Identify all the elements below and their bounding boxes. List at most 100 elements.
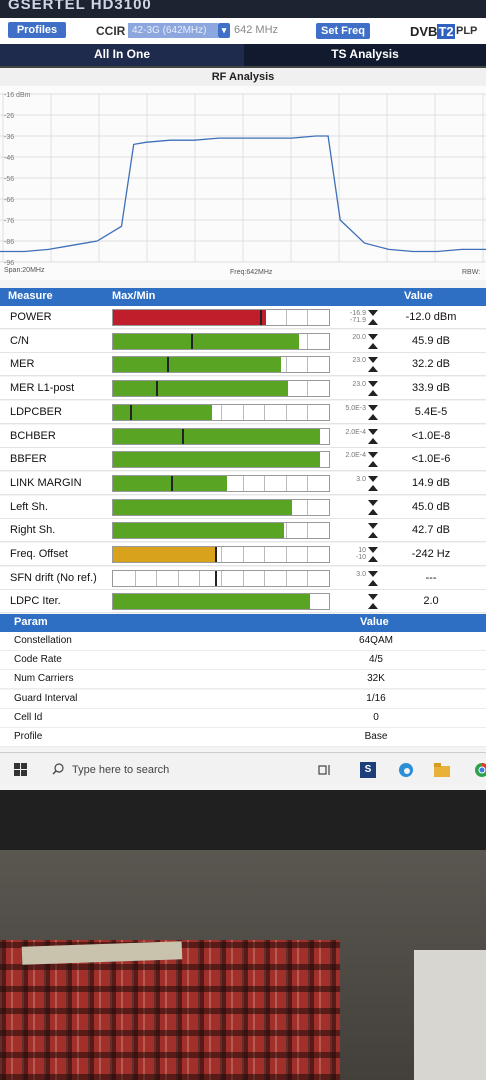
measure-threshold: 20.0 [352,333,366,341]
app-s-icon[interactable]: S [360,762,376,778]
threshold-arrows-icon[interactable] [368,499,378,515]
measure-row[interactable]: LDPCBER 5.0E-3 5.4E-5 [0,400,486,424]
measure-bar-fill [113,594,310,610]
param-col-header: Param [14,616,48,628]
measure-row[interactable]: LINK MARGIN 3.0 14.9 dB [0,471,486,495]
center-freq-label: Freq:642MHz [230,269,273,276]
device-header: GSERTEL HD3100 [0,0,486,18]
measure-bar-marker [190,333,193,349]
search-icon[interactable] [52,763,64,775]
maxmin-col-header: Max/Min [112,290,156,302]
measure-bar [112,332,330,350]
measure-bar-fill [113,428,321,444]
tab-all-in-one[interactable]: All In One [0,44,244,66]
spectrum-y-ticks: -16 dBm -26 -36 -46 -56 -66 -76 -86 -96 [4,92,31,267]
measure-row[interactable]: BCHBER 2.0E-4 <1.0E-8 [0,424,486,448]
threshold-arrows-icon[interactable] [368,523,378,539]
param-name: Num Carriers [14,673,74,685]
measure-row[interactable]: MER 23.0 32.2 dB [0,353,486,377]
measure-bar-marker [156,381,159,397]
measure-row[interactable]: BBFER 2.0E-4 <1.0E-6 [0,448,486,472]
windows-taskbar: Type here to search S [0,752,486,786]
measure-name: Right Sh. [10,524,56,537]
param-row: Guard Interval 1/16 [0,689,486,709]
measure-threshold: 23.0 [352,357,366,365]
measure-bar-marker [167,357,169,373]
measure-bar-marker [214,570,217,586]
measure-header: Measure Max/Min Value [0,288,486,306]
taskbar-search-input[interactable]: Type here to search [72,764,170,776]
measure-row[interactable]: SFN drift (No ref.) 3.0 --- [0,566,486,590]
threshold-arrows-icon[interactable] [368,357,378,373]
measure-bar [112,451,330,469]
spectrum-grid [0,93,486,263]
param-value: 1/16 [366,692,386,704]
threshold-arrows-icon[interactable] [368,310,378,325]
dvb-logo: DVBT2 [410,24,455,39]
threshold-arrows-icon[interactable] [368,475,378,491]
channel-select[interactable]: 42-3G (642MHz) [128,23,218,38]
task-view-icon[interactable] [318,764,332,776]
spectrum-panel[interactable]: -16 dBm -26 -36 -46 -56 -66 -76 -86 -96 Span:20M… [0,86,486,280]
measure-bar-marker [171,475,174,491]
dvb-label: DVB [410,24,438,39]
measure-row[interactable]: MER L1-post 23.0 33.9 dB [0,377,486,401]
measure-value: 45.0 dB [412,500,450,513]
threshold-arrows-icon[interactable] [368,547,378,562]
measure-bar [112,498,330,516]
measure-name: Left Sh. [10,500,48,513]
threshold-arrows-icon[interactable] [368,594,378,610]
chevron-down-icon[interactable]: ▾ [218,23,230,38]
measure-bar-fill [113,475,228,491]
threshold-arrows-icon[interactable] [368,333,378,349]
plp-label[interactable]: PLP [456,25,478,37]
threshold-arrows-icon[interactable] [368,452,378,468]
y-tick-label: -96 [4,260,14,267]
measure-row[interactable]: Right Sh. 42.7 dB [0,519,486,543]
file-explorer-icon[interactable] [434,763,450,777]
measure-bar-marker [182,428,185,444]
measure-threshold: 3.0 [356,475,366,483]
rf-analysis-title: RF Analysis [0,68,486,86]
windows-icon[interactable] [14,763,27,776]
set-freq-button[interactable]: Set Freq [316,23,370,39]
y-tick-label: -36 [4,134,14,141]
measure-bar-fill [113,357,282,373]
measure-row[interactable]: C/N 20.0 45.9 dB [0,329,486,353]
measure-value: 2.0 [423,595,439,608]
measure-value: -242 Hz [411,548,451,560]
measure-bar-marker [130,404,133,420]
threshold-arrows-icon[interactable] [368,428,378,444]
mode-label[interactable]: CCIR [96,24,126,38]
param-row: Num Carriers 32K [0,670,486,690]
measure-row[interactable]: Freq. Offset 10 -10 -242 Hz [0,543,486,566]
y-tick-label: -66 [4,197,14,204]
threshold-arrows-icon[interactable] [368,381,378,397]
rbw-label: RBW: [462,269,480,276]
measure-bar-fill [113,333,299,349]
edge-icon[interactable] [398,762,414,778]
device-brand: GSERTEL HD3100 [8,0,152,13]
measure-row[interactable]: POWER -16.9 -71.9 -12.0 dBm [0,306,486,329]
chrome-icon[interactable] [474,762,486,778]
threshold-arrows-icon[interactable] [368,570,378,586]
measure-row[interactable]: Left Sh. 45.0 dB [0,495,486,519]
measure-threshold: 3.0 [356,570,366,578]
measure-bar-fill [113,499,293,515]
measure-value: -12.0 dBm [405,311,457,323]
measure-bar-fill [113,452,321,468]
spectrum-trace [0,135,486,253]
measure-row[interactable]: LDPC Iter. 2.0 [0,590,486,614]
measure-bar [112,593,330,611]
profiles-button[interactable]: Profiles [8,22,66,38]
measure-bar-fill [113,523,284,539]
param-value-col-header: Value [360,616,389,628]
measure-value: 5.4E-5 [414,405,448,418]
measure-bar [112,427,330,445]
tab-ts-analysis[interactable]: TS Analysis [244,44,486,66]
measure-bar [112,309,330,326]
measure-bar-fill [113,404,213,420]
threshold-arrows-icon[interactable] [368,404,378,420]
measure-name: BCHBER [10,429,56,442]
measure-name: LINK MARGIN [10,476,82,489]
